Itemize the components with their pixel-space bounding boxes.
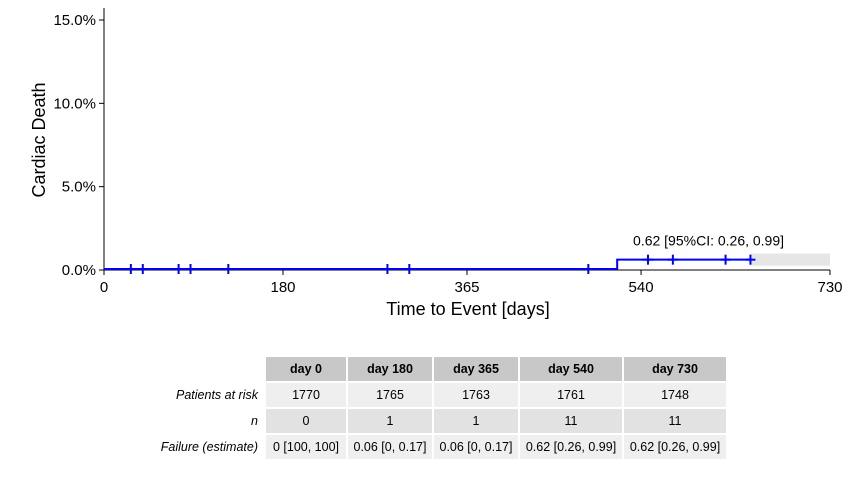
censor-mark <box>125 264 136 274</box>
table-cell: 11 <box>520 409 622 433</box>
censor-mark <box>173 264 184 274</box>
x-tick-label: 730 <box>817 279 842 296</box>
table-cell: 0.06 [0, 0.17] <box>348 435 432 459</box>
censor-mark <box>643 254 654 265</box>
censor-mark <box>137 264 148 274</box>
km-chart: 0.0% 5.0% 10.0% 15.0% 0 180 365 540 730 0.62 [95… <box>29 8 843 319</box>
axes: 0.0% 5.0% 10.0% 15.0% 0 180 365 540 730 <box>53 8 843 296</box>
y-tick-label: 15.0% <box>53 12 96 29</box>
table-cell: 1748 <box>624 383 726 407</box>
table-cell: 0.62 [0.26, 0.99] <box>624 435 726 459</box>
row-label: n <box>2 409 264 433</box>
table-corner <box>2 357 264 381</box>
header-day-540: day 540 <box>520 357 622 381</box>
row-label: Patients at risk <box>2 383 264 407</box>
table-row: Patients at risk 1770 1765 1763 1761 174… <box>2 383 726 407</box>
table-cell: 1761 <box>520 383 622 407</box>
header-day-180: day 180 <box>348 357 432 381</box>
table-row: n 0 1 1 11 11 <box>2 409 726 433</box>
censor-mark <box>185 264 196 274</box>
x-tick-label: 0 <box>100 279 108 296</box>
table-row: Failure (estimate) 0 [100, 100] 0.06 [0,… <box>2 435 726 459</box>
table-cell: 1770 <box>266 383 346 407</box>
annotation-label: 0.62 [95%CI: 0.26, 0.99] <box>633 233 784 249</box>
table-cell: 1765 <box>348 383 432 407</box>
header-day-730: day 730 <box>624 357 726 381</box>
risk-table: day 0 day 180 day 365 day 540 day 730 Pa… <box>0 355 728 461</box>
row-label: Failure (estimate) <box>2 435 264 459</box>
censor-mark <box>745 254 756 265</box>
table-header-row: day 0 day 180 day 365 day 540 day 730 <box>2 357 726 381</box>
header-day-0: day 0 <box>266 357 346 381</box>
table-cell: 0 <box>266 409 346 433</box>
table-cell: 1 <box>434 409 518 433</box>
header-day-365: day 365 <box>434 357 518 381</box>
table-cell: 1 <box>348 409 432 433</box>
censor-mark <box>223 264 234 274</box>
table-cell: 0.62 [0.26, 0.99] <box>520 435 622 459</box>
x-tick-label: 540 <box>629 279 654 296</box>
y-tick-label: 0.0% <box>62 262 96 279</box>
y-tick-label: 5.0% <box>62 179 96 196</box>
x-tick-label: 180 <box>270 279 295 296</box>
x-tick-label: 365 <box>454 279 479 296</box>
censor-mark <box>667 254 678 265</box>
censor-mark <box>720 254 731 265</box>
series-line <box>104 258 751 270</box>
table-cell: 1763 <box>434 383 518 407</box>
censor-mark <box>583 264 594 274</box>
table-cell: 11 <box>624 409 726 433</box>
x-axis-title: Time to Event [days] <box>386 299 549 319</box>
y-tick-label: 10.0% <box>53 95 96 112</box>
ci-band <box>750 253 830 266</box>
y-axis-title: Cardiac Death <box>29 82 49 197</box>
censor-mark <box>382 264 393 274</box>
censor-mark <box>404 264 415 274</box>
table-cell: 0 [100, 100] <box>266 435 346 459</box>
table-cell: 0.06 [0, 0.17] <box>434 435 518 459</box>
chart-marks: 0.62 [95%CI: 0.26, 0.99] <box>104 233 830 274</box>
